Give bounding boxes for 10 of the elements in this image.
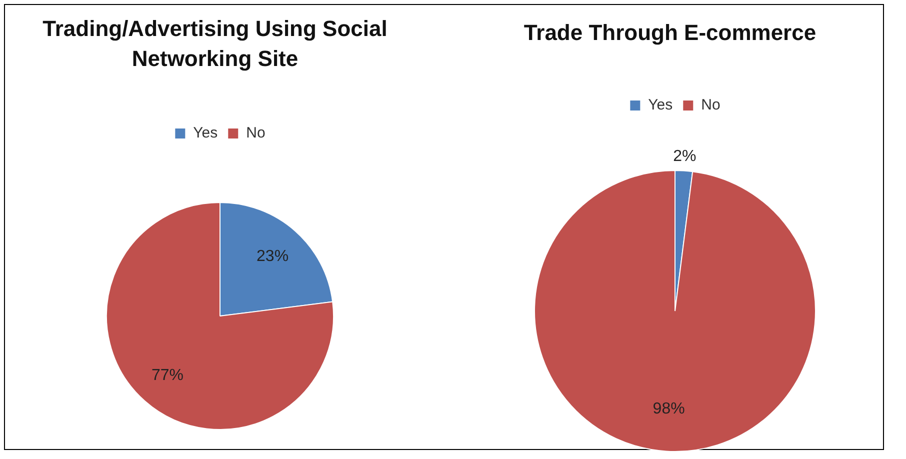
data-label: 98% [652, 400, 685, 418]
legend-label: No [701, 96, 720, 114]
legend-label: Yes [648, 96, 673, 114]
chart-title: Trading/Advertising Using Social Networking Site [42, 15, 388, 73]
data-label: 2% [673, 148, 696, 166]
chart-title: Trade Through E-commerce [522, 19, 818, 47]
data-label: 23% [256, 248, 289, 265]
legend-label: Yes [193, 124, 218, 142]
data-label: 77% [151, 367, 184, 384]
legend-label: No [246, 124, 266, 142]
